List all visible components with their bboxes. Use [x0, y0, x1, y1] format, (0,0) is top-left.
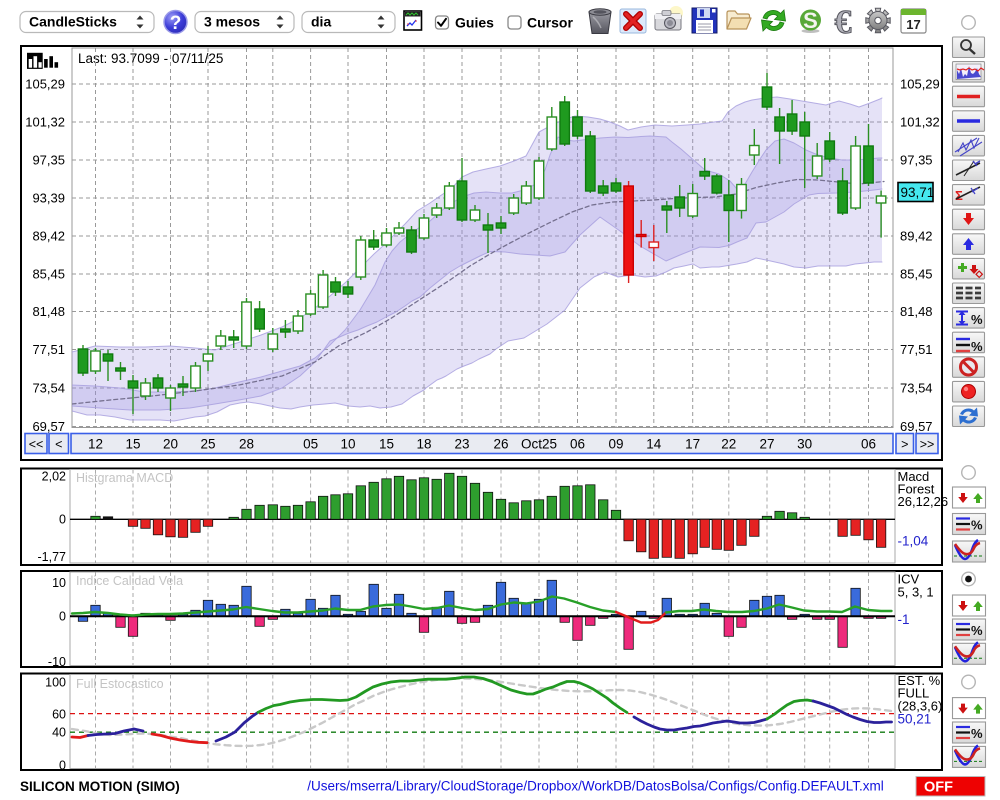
svg-text:Cursor: Cursor — [527, 15, 573, 31]
svg-text:<: < — [55, 438, 62, 452]
svg-text:50,21: 50,21 — [898, 712, 932, 727]
svg-text:73,54: 73,54 — [32, 381, 65, 396]
svg-text:93,39: 93,39 — [32, 191, 65, 206]
svg-text:€: € — [835, 4, 852, 41]
svg-text:26,12,26: 26,12,26 — [898, 494, 949, 509]
svg-text:-1: -1 — [898, 612, 910, 627]
svg-text:%: % — [971, 518, 983, 533]
svg-text:23: 23 — [454, 437, 469, 452]
svg-text:101,32: 101,32 — [25, 115, 65, 130]
svg-text:SILICON MOTION (SIMO): SILICON MOTION (SIMO) — [20, 779, 180, 794]
svg-text:%: % — [971, 339, 983, 354]
svg-text:105,29: 105,29 — [900, 77, 940, 92]
svg-text:85,45: 85,45 — [32, 267, 65, 282]
svg-text:17: 17 — [685, 437, 700, 452]
svg-text:0: 0 — [59, 513, 66, 527]
svg-text:Last: 93.7099 - 07/11/25: Last: 93.7099 - 07/11/25 — [78, 51, 223, 66]
svg-text:69,57: 69,57 — [900, 419, 933, 434]
svg-text:OFF: OFF — [924, 780, 953, 796]
svg-text:28: 28 — [239, 437, 254, 452]
svg-text:20: 20 — [163, 437, 178, 452]
svg-text:60: 60 — [52, 708, 66, 722]
svg-text:Full Estocastico: Full Estocastico — [76, 677, 164, 691]
svg-text:-1,77: -1,77 — [38, 550, 67, 564]
svg-text:06: 06 — [861, 437, 876, 452]
svg-text:10: 10 — [52, 576, 66, 590]
svg-text:26: 26 — [493, 437, 508, 452]
svg-text:?: ? — [170, 13, 182, 34]
svg-text:73,54: 73,54 — [900, 381, 933, 396]
svg-text:>>: >> — [920, 438, 935, 452]
svg-text:CandleSticks: CandleSticks — [29, 14, 117, 30]
svg-text:dia: dia — [311, 14, 331, 30]
svg-text:25: 25 — [200, 437, 215, 452]
svg-text:Σ: Σ — [955, 188, 963, 203]
svg-text:14: 14 — [646, 437, 662, 452]
svg-text:27: 27 — [759, 437, 774, 452]
svg-text:77,51: 77,51 — [900, 342, 933, 357]
svg-text:Histgrama MACD: Histgrama MACD — [76, 471, 173, 485]
svg-text:69,57: 69,57 — [32, 419, 65, 434]
svg-text:<<: << — [29, 438, 44, 452]
svg-text:Oct25: Oct25 — [521, 437, 557, 452]
svg-text:15: 15 — [379, 437, 394, 452]
svg-text:/Users/mserra/Library/CloudSto: /Users/mserra/Library/CloudStorage/Dropb… — [307, 779, 883, 794]
svg-text:3 mesos: 3 mesos — [204, 14, 260, 30]
svg-text:EST. %: EST. % — [898, 673, 941, 688]
svg-text:Indice Calidad Vela: Indice Calidad Vela — [76, 574, 183, 588]
svg-text:Macd: Macd — [898, 469, 930, 484]
svg-text:105,29: 105,29 — [25, 77, 65, 92]
svg-text:40: 40 — [52, 726, 66, 740]
svg-text:(28,3,6): (28,3,6) — [898, 699, 943, 714]
svg-text:101,32: 101,32 — [900, 115, 940, 130]
svg-text:30: 30 — [797, 437, 812, 452]
svg-text:17: 17 — [906, 17, 920, 32]
svg-text:89,42: 89,42 — [900, 229, 933, 244]
svg-text:81,48: 81,48 — [900, 304, 933, 319]
svg-text:%: % — [971, 623, 983, 638]
svg-text:81,48: 81,48 — [32, 304, 65, 319]
svg-text:12: 12 — [88, 437, 103, 452]
svg-text:09: 09 — [608, 437, 623, 452]
svg-text:97,35: 97,35 — [32, 153, 65, 168]
svg-text:05: 05 — [303, 437, 318, 452]
svg-text:2,02: 2,02 — [42, 470, 66, 484]
svg-text:85,45: 85,45 — [900, 267, 933, 282]
svg-text:15: 15 — [125, 437, 140, 452]
svg-text:-1,04: -1,04 — [898, 534, 929, 549]
svg-text:0: 0 — [59, 759, 66, 773]
svg-text:Forest: Forest — [898, 482, 935, 497]
svg-text:22: 22 — [721, 437, 736, 452]
svg-text:>: > — [901, 438, 908, 452]
svg-text:10: 10 — [340, 437, 355, 452]
svg-text:89,42: 89,42 — [32, 229, 65, 244]
svg-text:06: 06 — [570, 437, 585, 452]
svg-text:%: % — [971, 726, 983, 741]
svg-text:5, 3, 1: 5, 3, 1 — [898, 585, 934, 600]
svg-text:Guies: Guies — [455, 15, 494, 31]
svg-text:-10: -10 — [48, 655, 66, 669]
svg-text:S: S — [803, 8, 818, 33]
svg-text:97,35: 97,35 — [900, 153, 933, 168]
svg-text:FULL: FULL — [898, 686, 930, 701]
svg-text:18: 18 — [416, 437, 431, 452]
svg-text:0: 0 — [59, 610, 66, 624]
svg-text:100: 100 — [45, 676, 66, 690]
svg-text:93,71: 93,71 — [901, 185, 935, 200]
svg-text:ICV: ICV — [898, 572, 920, 587]
svg-text:77,51: 77,51 — [32, 342, 65, 357]
svg-text:%: % — [971, 312, 983, 327]
